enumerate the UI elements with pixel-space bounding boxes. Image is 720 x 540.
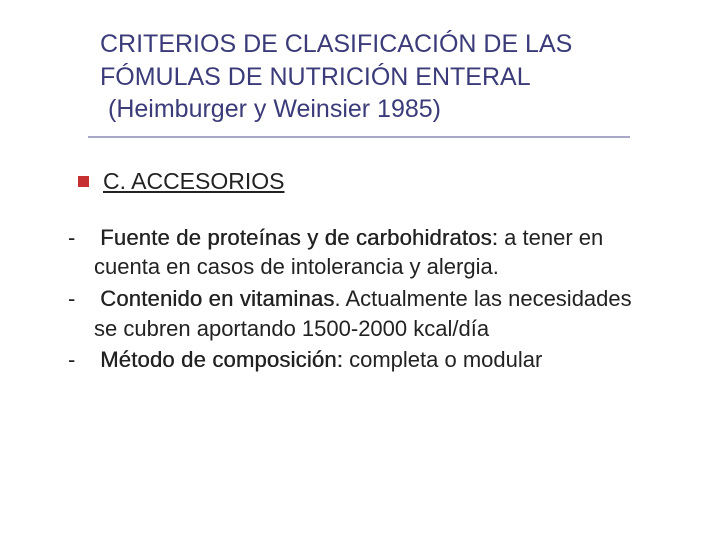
slide-content: CRITERIOS DE CLASIFICACIÓN DE LAS FÓMULA…	[0, 0, 720, 397]
item-rest: completa o modular	[343, 347, 542, 372]
list-item: - Contenido en vitaminas. Actualmente la…	[68, 284, 660, 343]
item-body: Contenido en vitaminas. Actualmente las …	[94, 284, 660, 343]
item-body: Fuente de proteínas y de carbohidratos: …	[94, 223, 660, 282]
item-body: Método de composición: completa o modula…	[94, 345, 660, 375]
dash-bullet: -	[68, 284, 94, 343]
item-term: Fuente de proteínas y de carbohidratos:	[100, 225, 498, 250]
section-row: C. ACCESORIOS	[78, 168, 660, 195]
list-item: - Método de composición: completa o modu…	[68, 345, 660, 375]
title-line-3: (Heimburger y Weinsier 1985)	[100, 93, 660, 126]
item-list: - Fuente de proteínas y de carbohidratos…	[68, 223, 660, 375]
dash-bullet: -	[68, 345, 94, 375]
square-bullet-icon	[78, 176, 89, 187]
item-term: Método de composición:	[100, 347, 343, 372]
list-item: - Fuente de proteínas y de carbohidratos…	[68, 223, 660, 282]
title-underline	[88, 136, 630, 138]
section-heading: C. ACCESORIOS	[103, 168, 284, 195]
dash-bullet: -	[68, 223, 94, 282]
title-line-1: CRITERIOS DE CLASIFICACIÓN DE LAS	[100, 28, 660, 61]
slide-title: CRITERIOS DE CLASIFICACIÓN DE LAS FÓMULA…	[100, 28, 660, 126]
item-term: Contenido en vitaminas	[100, 286, 334, 311]
title-line-2: FÓMULAS DE NUTRICIÓN ENTERAL	[100, 61, 660, 94]
